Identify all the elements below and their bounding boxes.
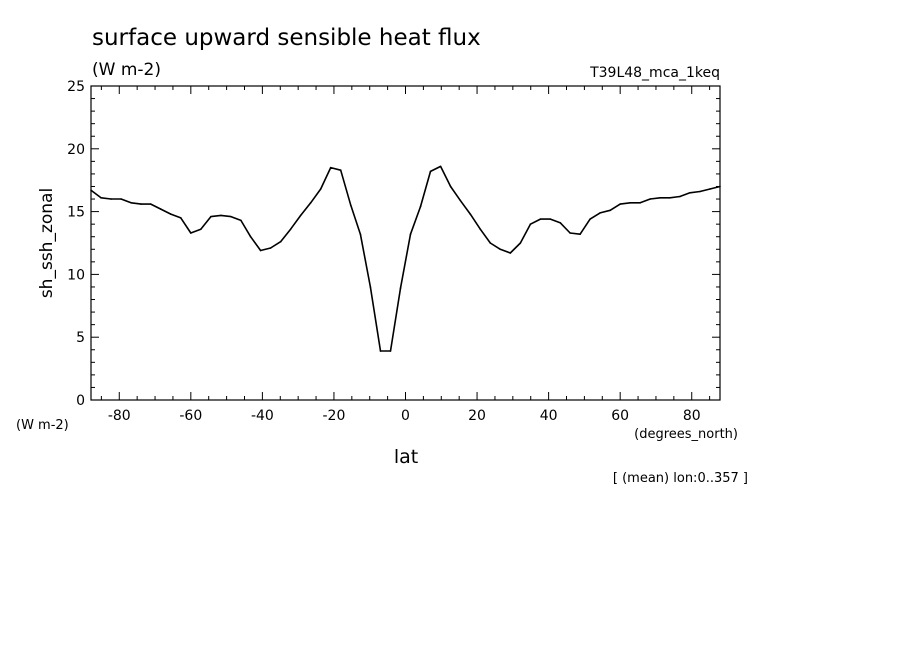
data-point bbox=[240, 219, 242, 222]
data-point bbox=[579, 233, 581, 236]
data-point bbox=[639, 202, 642, 204]
data-point bbox=[100, 196, 102, 199]
data-point bbox=[499, 248, 502, 251]
y-axis-label: sh_ssh_zonal bbox=[37, 188, 57, 298]
run-label: T39L48_mca_1keq bbox=[589, 65, 720, 81]
data-point bbox=[169, 213, 172, 215]
data-point bbox=[230, 215, 232, 218]
x-tick-label: 60 bbox=[611, 408, 629, 424]
data-point bbox=[519, 242, 522, 244]
data-point bbox=[479, 228, 482, 230]
y-tick-label: 15 bbox=[67, 205, 85, 221]
chart-title: surface upward sensible heat flux bbox=[92, 25, 481, 51]
x-tick-label: -60 bbox=[179, 408, 202, 424]
data-point bbox=[389, 350, 392, 352]
data-point bbox=[379, 350, 382, 352]
data-point bbox=[629, 202, 631, 204]
data-point bbox=[269, 247, 272, 249]
x-tick-label: -40 bbox=[251, 408, 274, 424]
y-axis-units: (W m-2) bbox=[16, 418, 69, 433]
x-tick-label: 20 bbox=[468, 408, 486, 424]
data-point bbox=[589, 218, 591, 220]
data-point bbox=[529, 223, 532, 225]
data-point bbox=[329, 166, 332, 169]
data-point bbox=[120, 198, 122, 200]
data-point bbox=[110, 198, 112, 200]
data-point bbox=[210, 215, 212, 218]
footnote: [ (mean) lon:0..357 ] bbox=[613, 471, 748, 486]
axis-ticks bbox=[91, 86, 720, 400]
data-point bbox=[399, 287, 402, 290]
data-point bbox=[709, 188, 711, 190]
data-point bbox=[459, 199, 462, 202]
data-point bbox=[549, 218, 552, 220]
data-point bbox=[599, 212, 601, 214]
data-point bbox=[689, 191, 691, 194]
data-point bbox=[369, 286, 372, 288]
data-point bbox=[180, 217, 182, 219]
data-point bbox=[289, 228, 292, 230]
x-tick-label: -80 bbox=[108, 408, 131, 424]
x-tick-label: 80 bbox=[683, 408, 701, 424]
data-point bbox=[699, 190, 701, 193]
data-point bbox=[469, 213, 472, 215]
data-point bbox=[190, 232, 192, 234]
data-point bbox=[559, 222, 562, 224]
data-point bbox=[200, 228, 202, 230]
data-point bbox=[220, 214, 222, 217]
data-point bbox=[609, 209, 611, 212]
data-point bbox=[359, 233, 362, 236]
data-point bbox=[349, 204, 352, 207]
y-tick-label: 5 bbox=[76, 330, 85, 346]
x-tick-labels: -80 -60 -40 -20 0 20 40 60 80 bbox=[108, 408, 701, 424]
data-point bbox=[679, 195, 681, 198]
data-point bbox=[659, 196, 662, 199]
x-axis-label: lat bbox=[394, 446, 418, 468]
data-point bbox=[249, 235, 252, 238]
data-point bbox=[439, 165, 442, 168]
data-point bbox=[719, 185, 721, 188]
data-point bbox=[279, 240, 282, 243]
data-point bbox=[140, 203, 142, 205]
data-point bbox=[339, 169, 342, 171]
y-tick-label: 0 bbox=[76, 393, 85, 409]
data-point bbox=[489, 242, 492, 244]
series-line bbox=[90, 165, 721, 352]
data-point bbox=[319, 188, 322, 190]
data-point bbox=[569, 232, 571, 234]
data-point bbox=[419, 205, 422, 208]
data-points bbox=[90, 165, 721, 352]
y-tick-label: 20 bbox=[67, 142, 85, 158]
data-point bbox=[619, 203, 621, 205]
data-point bbox=[130, 202, 132, 204]
data-point bbox=[90, 189, 92, 192]
data-point bbox=[539, 218, 542, 220]
plot-frame bbox=[90, 85, 721, 401]
x-tick-label: 0 bbox=[401, 408, 410, 424]
data-point bbox=[309, 202, 312, 204]
data-point bbox=[159, 208, 162, 210]
data-point bbox=[669, 196, 671, 199]
data-point bbox=[259, 249, 262, 252]
data-point bbox=[509, 252, 512, 254]
x-tick-label: 40 bbox=[540, 408, 558, 424]
data-point bbox=[649, 198, 652, 200]
x-axis-units: (degrees_north) bbox=[634, 427, 738, 442]
data-point bbox=[429, 170, 432, 173]
y-tick-label: 10 bbox=[67, 267, 85, 283]
data-point bbox=[409, 233, 412, 236]
y-tick-labels: 0 5 10 15 20 25 bbox=[67, 79, 85, 409]
data-point bbox=[299, 214, 302, 217]
data-point bbox=[449, 185, 452, 188]
x-tick-label: -20 bbox=[323, 408, 346, 424]
data-point bbox=[149, 203, 152, 205]
y-tick-label: 25 bbox=[67, 79, 85, 95]
title-units-label: (W m-2) bbox=[92, 60, 161, 80]
